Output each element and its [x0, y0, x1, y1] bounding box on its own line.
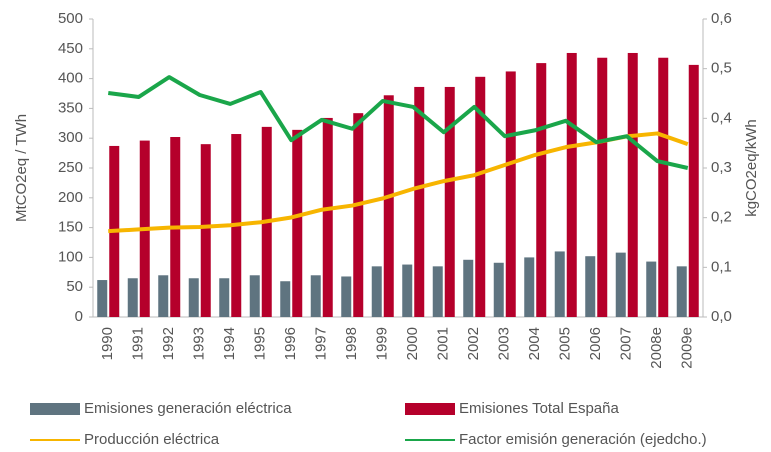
y-tick-label: 200 — [58, 189, 83, 206]
y-tick-label: 100 — [58, 248, 83, 265]
bar — [658, 57, 669, 318]
legend-label: Emisiones Total España — [459, 400, 619, 417]
x-tick-label: 2004 — [526, 327, 543, 360]
y2-tick-label: 0,4 — [711, 109, 732, 126]
bar — [127, 278, 138, 317]
bar — [597, 57, 608, 318]
x-tick-label: 1999 — [374, 327, 391, 360]
bar — [554, 251, 565, 317]
y-tick-label: 400 — [58, 70, 83, 87]
bar — [536, 63, 547, 317]
bar — [566, 52, 577, 318]
y-tick-label: 250 — [58, 159, 83, 176]
y-tick-label: 0 — [75, 308, 83, 325]
bar — [371, 266, 382, 317]
bar — [615, 252, 626, 317]
x-tick-label: 1997 — [313, 327, 330, 360]
x-tick-label: 1993 — [191, 327, 208, 360]
bar — [627, 52, 638, 318]
bar — [463, 259, 474, 317]
bar — [249, 275, 260, 317]
legend-label: Emisiones generación eléctrica — [84, 400, 292, 417]
bar — [475, 76, 486, 317]
bar — [646, 261, 657, 317]
x-tick-label: 1996 — [282, 327, 299, 360]
legend-swatch — [30, 403, 80, 415]
x-tick-label: 2006 — [587, 327, 604, 360]
x-tick-label: 2000 — [404, 327, 421, 360]
x-tick-label: 2007 — [618, 327, 635, 360]
bar — [97, 280, 108, 317]
bar — [310, 275, 321, 317]
bar — [353, 113, 364, 317]
x-tick-label: 1992 — [160, 327, 177, 360]
y2-tick-label: 0,6 — [711, 10, 732, 27]
bar — [444, 86, 455, 317]
bar — [493, 262, 504, 317]
y2-tick-label: 0,1 — [711, 258, 732, 275]
x-tick-label: 2008e — [648, 327, 665, 369]
y2-tick-label: 0,0 — [711, 308, 732, 325]
x-tick-label: 2001 — [435, 327, 452, 360]
legend-label: Factor emisión generación (ejedcho.) — [459, 431, 707, 448]
bar — [219, 278, 230, 317]
legend-swatch — [405, 403, 455, 415]
x-tick-label: 1994 — [221, 327, 238, 360]
bar — [322, 117, 333, 317]
bar — [188, 278, 199, 317]
y2-tick-label: 0,5 — [711, 60, 732, 77]
y-tick-label: 500 — [58, 10, 83, 27]
x-tick-label: 2005 — [557, 327, 574, 360]
bar — [585, 256, 596, 317]
bar — [292, 129, 303, 317]
x-tick-label: 2002 — [465, 327, 482, 360]
bar — [383, 95, 394, 318]
bar — [402, 264, 413, 317]
bar — [158, 275, 169, 317]
x-tick-label: 2009e — [679, 327, 696, 369]
y2-tick-label: 0,3 — [711, 159, 732, 176]
y2-axis-label: kgCO2eq/kWh — [743, 119, 760, 217]
bar — [524, 257, 535, 317]
x-tick-label: 1990 — [99, 327, 116, 360]
x-tick-label: 1995 — [252, 327, 269, 360]
y-tick-label: 450 — [58, 40, 83, 57]
line — [108, 131, 689, 234]
y-tick-label: 150 — [58, 219, 83, 236]
bar — [414, 86, 425, 317]
bar — [505, 71, 516, 317]
y-tick-label: 50 — [66, 278, 83, 295]
y-axis-label: MtCO2eq / TWh — [13, 114, 30, 222]
bar — [341, 276, 352, 317]
x-tick-label: 1998 — [343, 327, 360, 360]
y-tick-label: 350 — [58, 99, 83, 116]
x-tick-label: 1991 — [130, 327, 147, 360]
bar — [200, 144, 211, 317]
x-tick-label: 2003 — [496, 327, 513, 360]
y-tick-label: 300 — [58, 129, 83, 146]
bar — [432, 266, 443, 317]
line — [107, 75, 689, 170]
bar — [676, 266, 687, 317]
bar — [280, 281, 291, 317]
legend-label: Producción eléctrica — [84, 431, 220, 448]
bar — [688, 64, 699, 317]
y2-tick-label: 0,2 — [711, 209, 732, 226]
